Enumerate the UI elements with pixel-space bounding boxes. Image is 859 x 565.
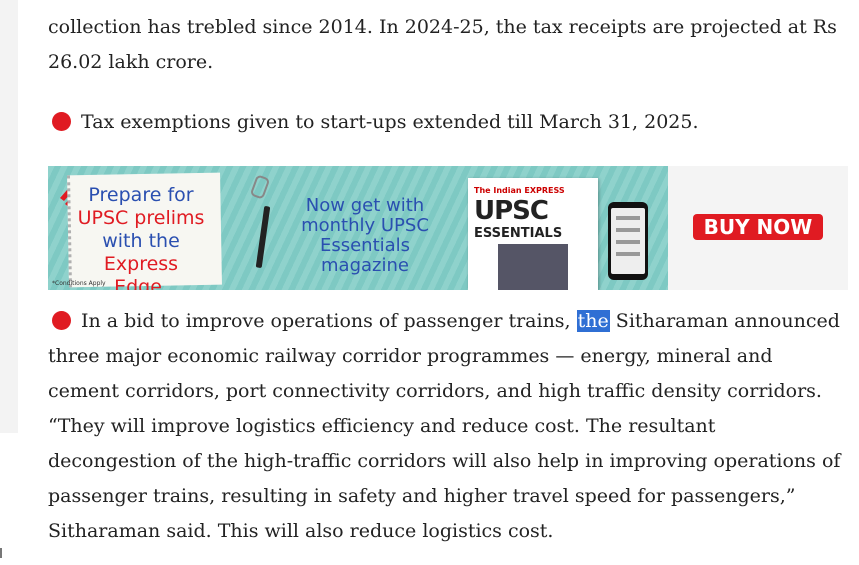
scroll-edge-marker [0, 548, 2, 558]
magazine-title: UPSC [474, 196, 549, 226]
ad-offer-text: Now get with monthly UPSC Essentials mag… [280, 196, 450, 276]
ad-prepare-text: Prepare for UPSC prelims with the Expres… [76, 184, 206, 290]
bullet-startup-exemptions: Tax exemptions given to start-ups extend… [48, 105, 848, 140]
magazine-brand: The Indian EXPRESS [474, 186, 565, 195]
magazine-cover-image: The Indian EXPRESS UPSC ESSENTIALS [468, 178, 598, 290]
ad-offer-line: Essentials magazine [319, 235, 411, 276]
buy-now-button[interactable]: BUY NOW [693, 214, 823, 240]
ad-note-line: Prepare for [88, 184, 194, 206]
ad-note-line: with the [102, 230, 180, 252]
phone-screen-line [616, 228, 640, 232]
ad-note-line: Express Edge. [103, 253, 179, 290]
phone-screen [611, 208, 645, 274]
magazine-subtitle: ESSENTIALS [474, 226, 563, 241]
conditions-apply-text: *Conditions Apply [52, 280, 106, 287]
red-bullet-icon [52, 311, 71, 330]
left-sidebar-rail [0, 0, 18, 433]
selected-text-highlight[interactable]: the [576, 310, 610, 332]
phone-screen-line [616, 252, 640, 256]
ad-offer-line: Now get with [305, 195, 425, 216]
magazine-cover-photo [498, 244, 568, 290]
phone-screen-line [616, 240, 640, 244]
paragraph-line: collection has trebled since 2014. In 20… [48, 16, 837, 38]
ad-offer-line: monthly UPSC [301, 215, 429, 236]
phone-icon [608, 202, 648, 280]
paragraph-line: 26.02 lakh crore. [48, 51, 214, 73]
bullet-text-rest: Sitharaman announced three major economi… [48, 310, 841, 542]
bullet-text-start: In a bid to improve operations of passen… [81, 310, 577, 332]
red-bullet-icon [52, 112, 71, 131]
upsc-essentials-ad-banner[interactable]: Prepare for UPSC prelims with the Expres… [48, 166, 848, 290]
bullet-text: Tax exemptions given to start-ups extend… [81, 111, 699, 133]
ad-note-line: UPSC prelims [77, 207, 205, 229]
bullet-railway-corridors: In a bid to improve operations of passen… [48, 304, 848, 549]
article-paragraph-tax-receipts: collection has trebled since 2014. In 20… [48, 10, 848, 80]
phone-screen-line [616, 216, 640, 220]
